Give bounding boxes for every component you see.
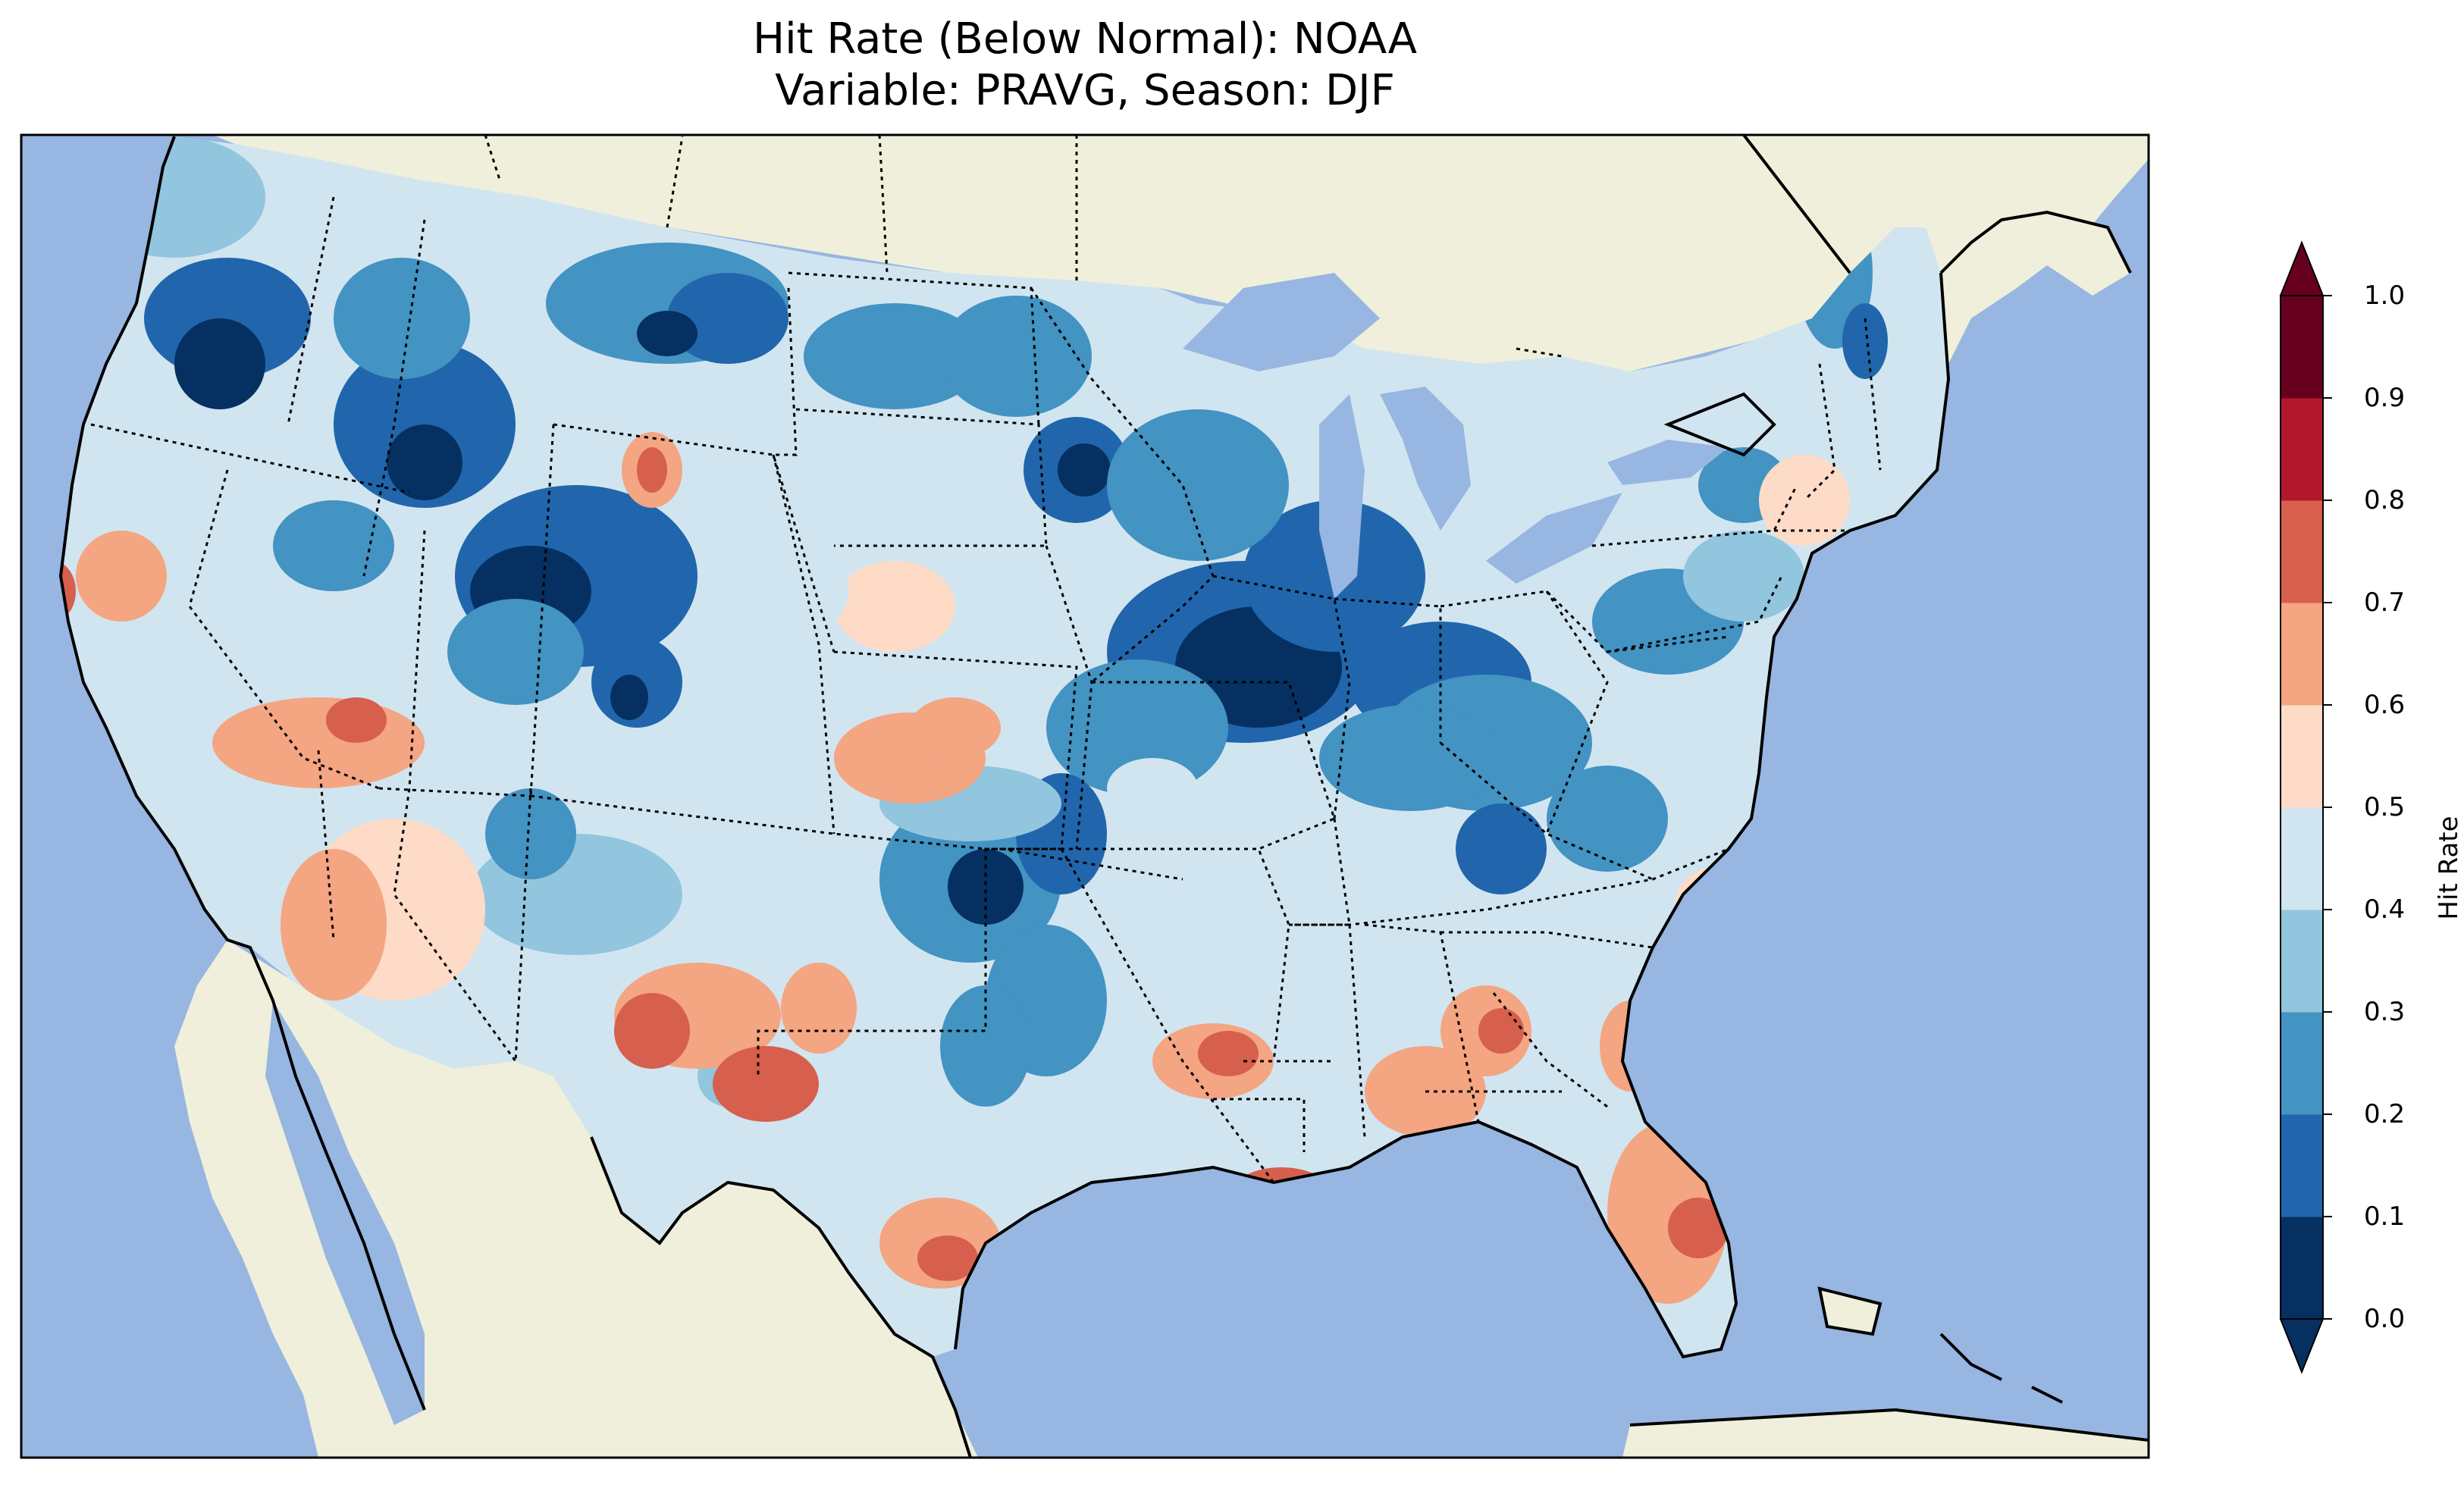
hit-rate-region [667,273,788,364]
hit-rate-region [1683,531,1804,622]
hit-rate-region [1107,758,1198,819]
hit-rate-region [940,296,1092,417]
colorbar-tick-label: 0.7 [2364,587,2406,618]
colorbar-tick-label: 0.1 [2364,1201,2406,1232]
colorbar-title: Hit Rate [2434,816,2464,920]
hit-rate-region [1319,705,1501,811]
colorbar-tick-label: 0.8 [2364,485,2406,515]
hit-rate-region [728,546,849,637]
colorbar-tick-label: 0.5 [2364,792,2406,822]
state-borders [90,135,1882,1183]
colorbar-segment [2281,398,2323,501]
hit-rate-region [637,311,698,356]
caribbean-land [1622,1410,2149,1458]
hit-rate-region [1668,1198,1729,1258]
colorbar-segment [2281,296,2323,399]
hit-rate-region [281,849,387,1001]
colorbar-segment [2281,1114,2323,1217]
chart-title: Hit Rate (Below Normal): NOAA [752,14,1418,64]
hit-rate-region [940,985,1031,1107]
hit-rate-region [1478,1008,1524,1054]
hit-rate-region [1107,409,1289,561]
hit-rate-region [76,531,167,622]
hit-rate-region [1046,659,1228,796]
hit-rate-region [610,675,648,720]
colorbar-tick-label: 0.4 [2364,894,2406,925]
colorbar-tick-label: 1.0 [2364,280,2406,311]
colorbar-segment [2281,603,2323,706]
colorbar-tick-label: 0.2 [2364,1099,2406,1129]
hit-rate-region [447,599,584,705]
map-frame [20,133,2150,1459]
hit-rate-region [834,561,955,652]
hit-rate-region [326,697,387,743]
great-lakes [1183,273,1729,599]
colorbar-tick-label: 0.3 [2364,997,2406,1027]
colorbar-segment [2281,1217,2323,1320]
colorbar-segment [2281,500,2323,603]
hit-rate-region [273,500,394,591]
hit-rate-region [1759,455,1850,546]
hit-rate-region [917,1236,978,1281]
hit-rate-region [1842,303,1888,379]
hit-rate-region [387,424,462,500]
colorbar-extend-min [2279,1318,2324,1374]
colorbar-segment [2281,910,2323,1013]
colorbar-segment [2281,807,2323,910]
coastlines [58,135,2149,1458]
hit-rate-region [948,849,1024,925]
hit-rate-region [781,963,857,1054]
colorbar-segment [2281,705,2323,808]
colorbar-tick-label: 0.0 [2364,1304,2406,1334]
canada-land [212,135,2149,379]
colorbar-tick-label: 0.9 [2364,383,2406,413]
colorbar-tick-label: 0.6 [2364,690,2406,720]
hit-rate-region [1456,803,1547,894]
hit-rate-region [212,697,425,788]
chart-subtitle: Variable: PRAVG, Season: DJF [775,66,1395,115]
hit-rate-region [334,258,470,379]
gulf-of-california [265,1001,425,1425]
hit-rate-region [713,622,864,803]
hit-rate-region [637,447,667,493]
hit-rate-region [174,318,265,409]
colorbar [2279,240,2332,1374]
hit-rate-region [1198,1031,1259,1076]
hit-rate-region [1547,766,1668,872]
hit-rate-region [485,788,576,879]
hit-rate-region [1058,443,1111,496]
hit-rate-region [910,697,1001,758]
hit-rate-region [804,303,986,409]
hit-rate-region [713,1046,819,1122]
hit-rate-region [614,993,690,1069]
colorbar-extend-max [2279,240,2324,296]
colorbar-segment [2281,1012,2323,1115]
